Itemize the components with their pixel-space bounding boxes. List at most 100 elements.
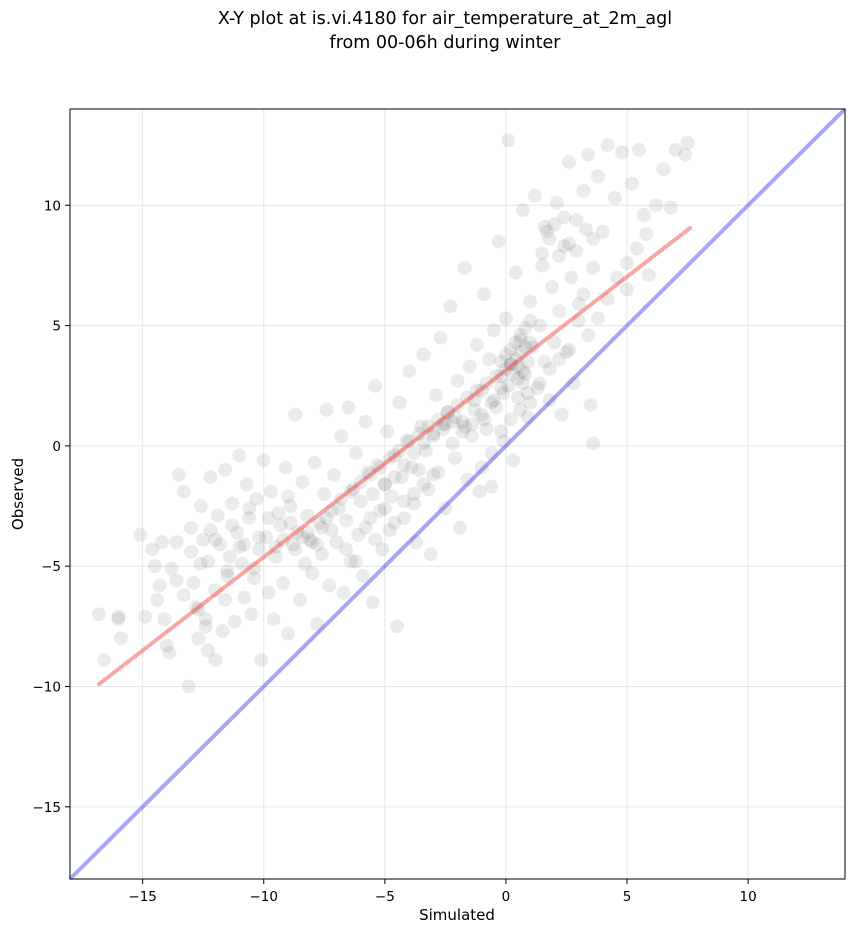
data-point [576,287,591,302]
data-point [515,203,530,218]
data-point [620,282,635,297]
data-point [426,467,441,482]
data-point [569,243,584,258]
data-point [310,537,325,552]
data-point [668,142,683,157]
data-point [416,347,431,362]
plot-frame [69,108,846,880]
y-axis-label: Observed [9,458,27,530]
data-point [171,467,186,482]
data-point [247,561,262,576]
data-point [300,508,315,523]
data-point [549,195,564,210]
x-tick-label: 0 [502,889,511,905]
data-point [188,600,203,615]
data-point [554,407,569,422]
data-point [341,400,356,415]
data-point [334,429,349,444]
data-point [288,542,303,557]
data-point [474,407,489,422]
data-point [411,426,426,441]
data-point [111,609,126,624]
data-point [307,455,322,470]
data-point [365,595,380,610]
data-point [540,224,555,239]
data-point [564,270,579,285]
data-point [244,607,259,622]
data-point [343,484,358,499]
data-point [503,412,518,427]
data-point [295,530,310,545]
data-point [288,407,303,422]
data-point [220,564,235,578]
chart-title: X-Y plot at is.vi.4180 for air_temperatu… [218,9,672,29]
data-point [511,359,526,374]
data-point [387,448,402,463]
y-tick-label: 0 [52,439,61,455]
data-point [571,313,586,328]
data-point [421,482,436,497]
data-point [544,280,559,295]
y-tick-label: 5 [52,319,61,335]
data-point [494,381,509,396]
data-point [595,224,610,239]
data-point [237,590,252,605]
data-point [402,434,417,449]
data-point [193,499,208,514]
data-point [184,520,199,535]
data-point [586,231,601,246]
data-point [450,397,465,412]
data-point [581,147,596,162]
data-point [440,405,455,420]
data-point [305,535,320,550]
data-point [656,162,671,177]
data-point [581,328,596,343]
data-point [138,609,153,624]
data-point [607,191,622,206]
data-point [346,482,361,497]
data-point [508,352,523,367]
y-tick-label: −15 [33,800,62,816]
data-point [387,515,402,530]
data-point [162,645,177,660]
data-point [300,525,315,540]
data-point [237,537,252,552]
data-point [428,388,443,403]
data-point [201,554,216,569]
data-point [247,571,262,586]
data-point [339,513,354,528]
data-point [191,602,206,617]
data-point [242,511,257,526]
data-point [290,525,305,540]
data-point [351,527,366,542]
data-point [455,424,470,439]
data-point [392,443,407,458]
data-point [448,410,463,424]
data-point [198,619,213,634]
data-point [239,477,254,492]
data-point [353,494,368,509]
x-tick-label: −15 [128,889,157,905]
data-point [326,467,341,482]
data-point [532,376,547,391]
data-point [164,561,179,576]
data-point [486,323,501,338]
data-point [416,477,431,492]
data-point [375,542,390,557]
data-point [368,378,383,393]
data-point [557,210,572,225]
data-point [426,429,441,444]
data-point [150,592,165,607]
data-point [494,424,509,439]
data-point [629,241,644,256]
data-point [535,258,550,273]
regression-fit-line [97,226,692,687]
data-point [225,518,240,533]
data-point [557,239,572,254]
data-point [152,578,167,593]
data-point [96,653,111,668]
data-point [547,217,562,232]
data-point [559,345,574,360]
data-point [423,547,438,562]
data-point [520,410,535,424]
